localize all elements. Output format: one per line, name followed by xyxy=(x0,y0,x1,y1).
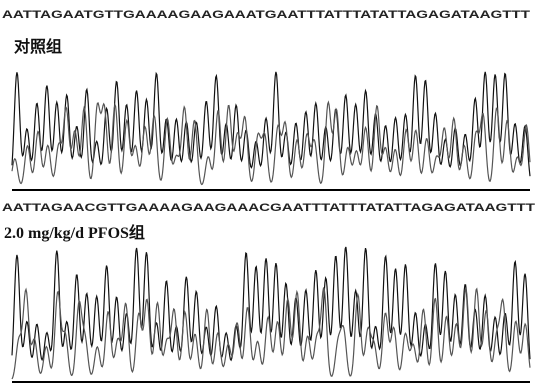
sequence: AATTAGAATGTTGAAAAGAAGAAATGAATTTATTTATATT… xyxy=(2,9,530,21)
group-label: 对照组 xyxy=(14,37,62,56)
trace xyxy=(12,247,530,379)
group-label: 2.0 mg/kg/d PFOS组 xyxy=(4,223,145,242)
sequence: AATTAGAACGTTGAAAAGAAGAAACGAATTTATTTATATT… xyxy=(2,202,535,214)
trace-line xyxy=(12,102,530,184)
chromatogram-figure: AATTAGAATGTTGAAAAGAAGAAATGAATTTATTTATATT… xyxy=(0,0,535,385)
trace xyxy=(12,72,530,185)
